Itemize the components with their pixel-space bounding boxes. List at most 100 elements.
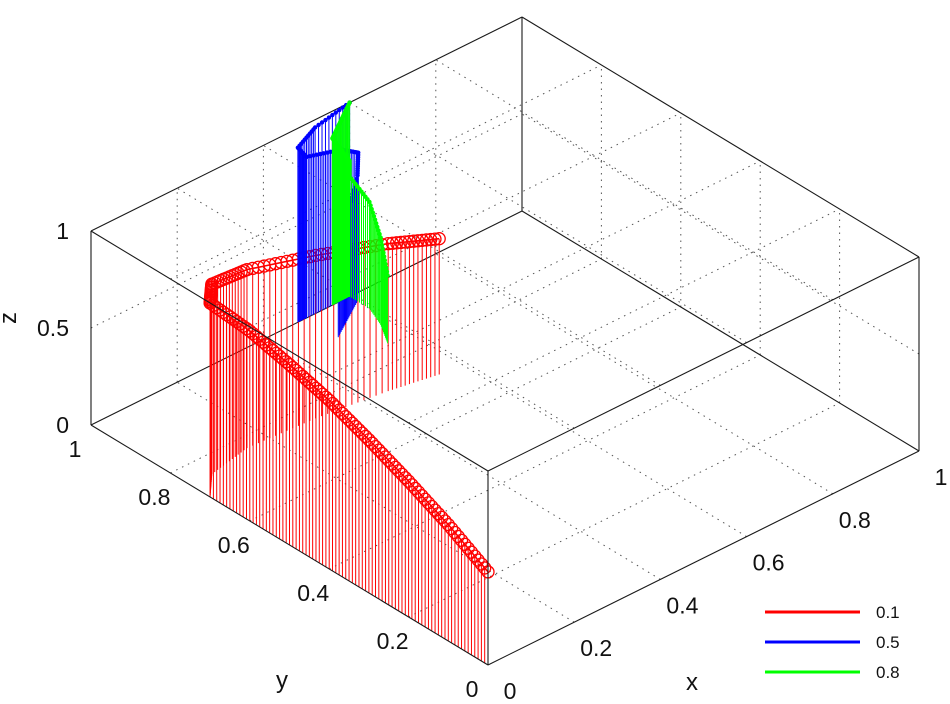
box-edge — [90, 424, 489, 666]
data-point — [435, 510, 449, 525]
y-axis-label: y — [276, 667, 288, 694]
data-point — [223, 310, 237, 324]
data-point — [451, 529, 465, 544]
data-point — [418, 492, 432, 506]
legend-label: 0.5 — [876, 633, 900, 652]
data-point — [307, 154, 313, 159]
y-tick-label: 0.6 — [218, 532, 250, 558]
data-point — [213, 303, 227, 317]
y-tick-label: 0.4 — [297, 580, 329, 606]
legend-label: 0.8 — [876, 663, 900, 682]
data-point — [444, 521, 459, 536]
data-point — [216, 305, 230, 319]
data-point — [340, 105, 345, 110]
data-point — [373, 221, 379, 226]
data-point — [398, 235, 412, 249]
data-point — [392, 464, 406, 478]
data-point — [411, 485, 426, 499]
data-point — [316, 122, 321, 128]
data-point — [311, 153, 316, 158]
box-edge — [90, 230, 489, 472]
data-point — [371, 213, 377, 219]
data-point — [458, 537, 472, 551]
floor-grid-line — [328, 354, 761, 570]
floor-grid-line — [408, 402, 840, 618]
data-point — [381, 250, 386, 255]
data-point — [323, 117, 328, 123]
data-point — [314, 152, 320, 157]
data-point — [382, 453, 396, 468]
data-point — [382, 258, 388, 263]
data-point — [424, 232, 438, 247]
z-axis-label: z — [0, 312, 22, 324]
data-point — [461, 541, 475, 555]
data-point — [385, 236, 400, 250]
data-point — [419, 233, 434, 247]
data-point — [415, 233, 429, 248]
legend: 0.1 0.5 0.8 — [765, 603, 900, 682]
box-edge — [487, 256, 920, 472]
legend-item: 0.5 — [765, 633, 900, 652]
data-point — [370, 210, 376, 215]
data-point — [368, 203, 373, 208]
data-point — [333, 110, 339, 115]
data-point — [354, 176, 359, 182]
data-point — [441, 517, 455, 532]
wall-grid-line — [521, 113, 920, 355]
data-point — [219, 307, 234, 322]
data-point — [372, 217, 378, 222]
data-point — [365, 436, 379, 450]
y-tick-label: 1 — [69, 436, 82, 462]
data-point — [428, 232, 442, 246]
data-point — [448, 525, 462, 540]
data-point — [407, 234, 421, 248]
data-point — [379, 242, 385, 248]
data-point — [474, 557, 489, 571]
data-point — [384, 265, 389, 271]
stem-series — [203, 100, 495, 665]
z-tick-label: 1 — [56, 218, 69, 244]
data-point — [454, 533, 469, 548]
data-point — [398, 471, 412, 485]
floor-grid-line — [249, 306, 682, 522]
data-point — [401, 474, 416, 488]
axes-box-front — [90, 230, 920, 666]
data-point — [415, 489, 429, 503]
top-grid-line — [408, 208, 840, 424]
data-point — [464, 545, 479, 559]
data-point — [368, 439, 383, 454]
y-tick-label: 0.2 — [377, 628, 409, 654]
data-point — [324, 150, 330, 155]
data-point — [330, 112, 335, 118]
top-grid-line — [170, 64, 602, 280]
top-grid-line — [263, 144, 661, 386]
data-point — [478, 561, 492, 575]
data-point — [380, 246, 385, 252]
top-grid-line — [249, 112, 682, 328]
data-point — [421, 496, 436, 510]
top-grid-line — [435, 59, 834, 301]
data-point — [328, 149, 333, 154]
series-0-8 — [330, 100, 390, 344]
data-point — [233, 317, 247, 331]
data-point — [384, 269, 390, 274]
data-point — [376, 228, 381, 233]
data-point — [405, 478, 419, 492]
z-tick-label: 0 — [56, 412, 69, 438]
legend-item: 0.1 — [765, 603, 900, 622]
data-point — [471, 553, 485, 567]
data-point — [378, 450, 393, 464]
top-grid-line — [328, 160, 761, 376]
data-point — [377, 231, 382, 237]
data-point — [369, 206, 374, 212]
box-edge — [521, 210, 920, 452]
x-tick-label: 0.4 — [666, 592, 698, 618]
data-point — [428, 503, 442, 517]
data-point — [411, 234, 425, 248]
data-point — [388, 460, 403, 475]
data-point — [375, 224, 380, 230]
x-tick-label: 0 — [504, 678, 517, 704]
floor-grid-line — [170, 258, 602, 474]
